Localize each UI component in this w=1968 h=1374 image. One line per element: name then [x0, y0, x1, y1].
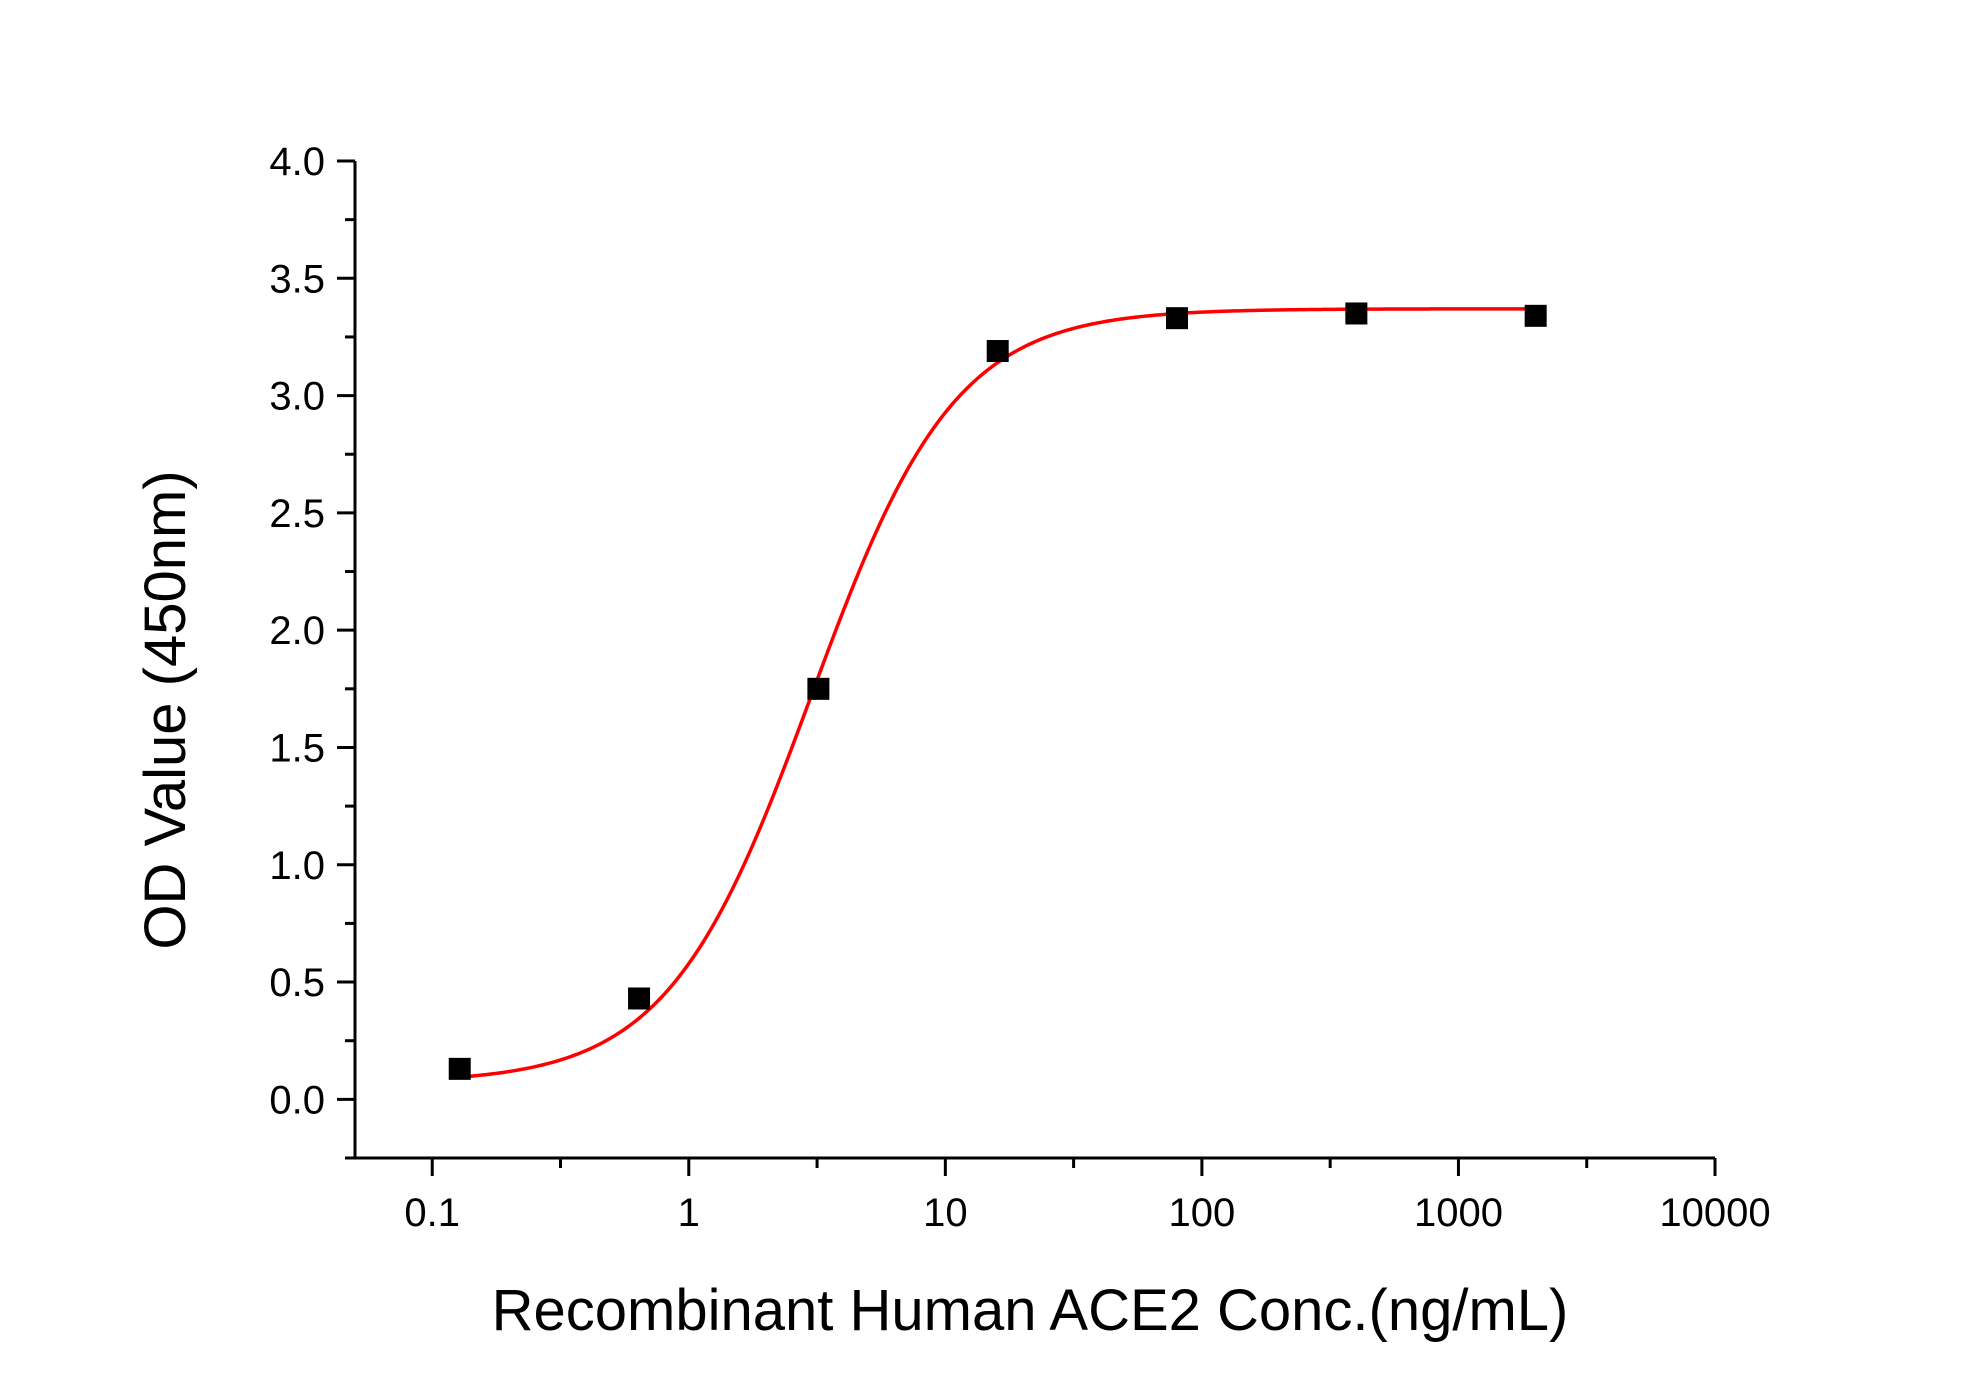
y-axis-ticks: 0.0 0.5 1.0 1.5 2.0 2.5 3.0 3.5 4.0	[269, 140, 355, 1160]
y-tick-label: 1.5	[269, 726, 325, 770]
y-tick-label: 0.5	[269, 961, 325, 1005]
y-axis-title: OD Value (450nm)	[133, 470, 198, 949]
x-tick-label: 1000	[1414, 1191, 1503, 1235]
y-tick-label: 3.5	[269, 257, 325, 301]
y-tick-label: 3.0	[269, 375, 325, 419]
x-tick-label: 10	[923, 1191, 968, 1235]
data-point	[448, 1057, 471, 1080]
x-axis-title: Recombinant Human ACE2 Conc.(ng/mL)	[492, 1278, 1569, 1343]
y-tick-label: 1.0	[269, 844, 325, 888]
data-points	[448, 302, 1547, 1080]
data-point	[628, 987, 651, 1010]
x-tick-label: 0.1	[404, 1191, 460, 1235]
y-tick-label: 2.0	[269, 609, 325, 653]
y-tick-label: 0.0	[269, 1078, 325, 1122]
y-tick-label: 4.0	[269, 140, 325, 184]
data-point	[807, 677, 830, 700]
axes	[353, 161, 1715, 1160]
data-point	[1166, 307, 1189, 330]
fit-curve	[459, 307, 1536, 1079]
data-point	[1524, 304, 1547, 327]
y-tick-label: 2.5	[269, 492, 325, 536]
data-point	[986, 340, 1009, 363]
data-point	[1345, 302, 1368, 325]
x-tick-label: 1	[678, 1191, 700, 1235]
x-axis-ticks: 0.1 1 10 100 1000 10000	[404, 1158, 1771, 1235]
x-tick-label: 100	[1169, 1191, 1236, 1235]
x-tick-label: 10000	[1659, 1191, 1770, 1235]
